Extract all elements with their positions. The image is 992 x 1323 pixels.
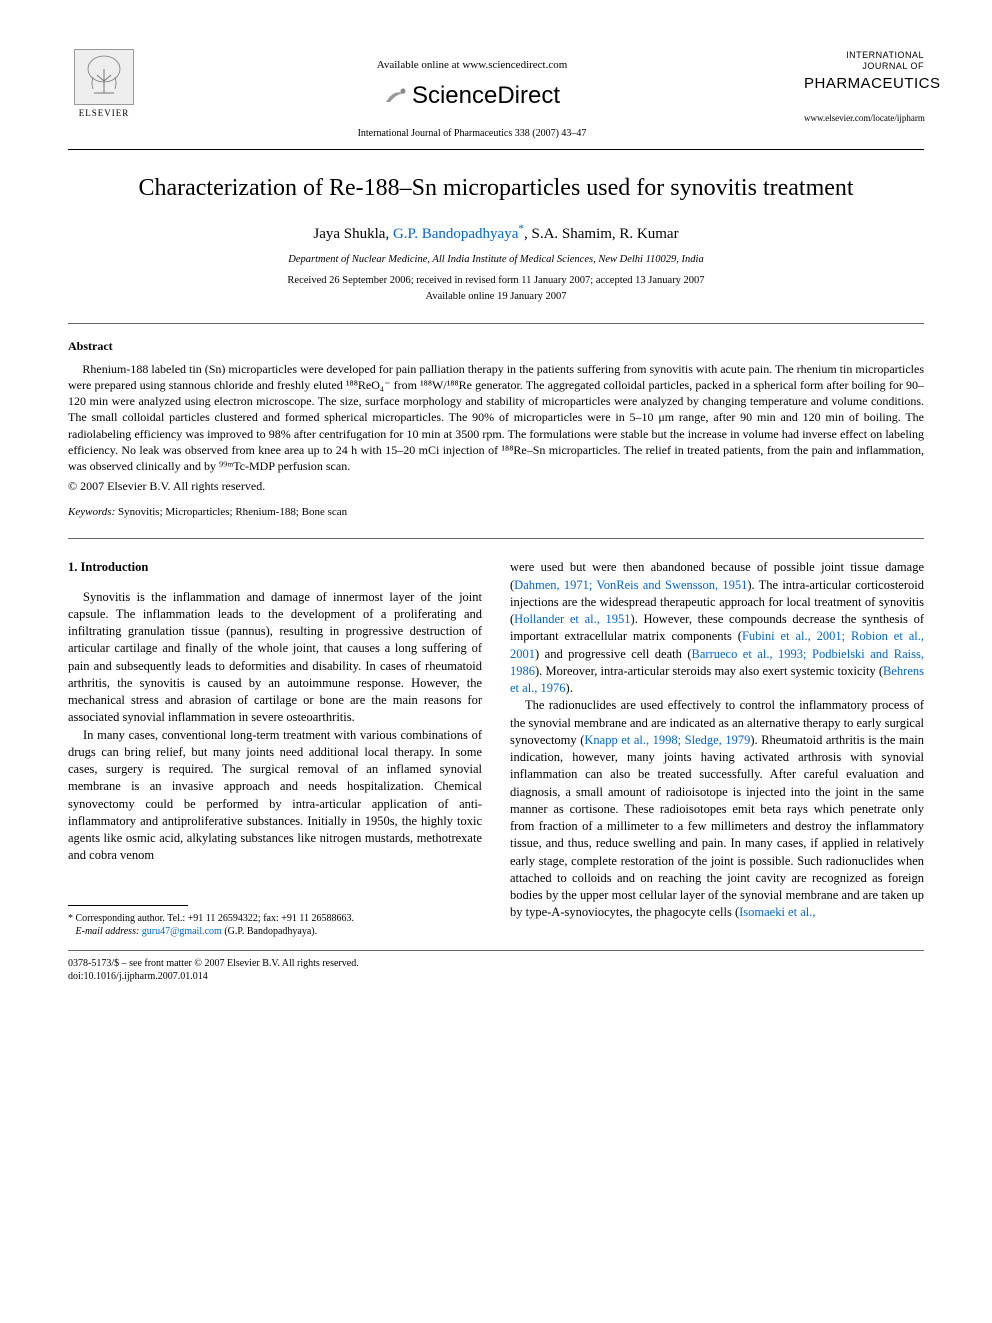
affiliation: Department of Nuclear Medicine, All Indi… <box>68 253 924 268</box>
abstract-top-divider <box>68 323 924 324</box>
sciencedirect-logo: ScienceDirect <box>384 79 560 113</box>
authors-suffix: , S.A. Shamim, R. Kumar <box>524 226 679 242</box>
abstract-heading: Abstract <box>68 338 924 355</box>
citation-link[interactable]: Isomaeki et al., <box>739 905 815 919</box>
section-title: Introduction <box>81 560 149 574</box>
doi-line: doi:10.1016/j.ijpharm.2007.01.014 <box>68 970 924 983</box>
email-link[interactable]: guru47@gmail.com <box>142 926 222 937</box>
footnote-tel-fax: * Corresponding author. Tel.: +91 11 265… <box>68 912 482 925</box>
right-column: were used but were then abandoned becaus… <box>510 559 924 937</box>
left-column: 1. Introduction Synovitis is the inflamm… <box>68 559 482 937</box>
citation-link[interactable]: Dahmen, 1971; VonReis and Swensson, 1951 <box>514 578 747 592</box>
body-paragraph: Synovitis is the inflammation and damage… <box>68 589 482 727</box>
keywords-text: Synovitis; Microparticles; Rhenium-188; … <box>115 506 347 518</box>
abstract-text: Rhenium-188 labeled tin (Sn) micropartic… <box>68 361 924 474</box>
corresponding-author-link[interactable]: G.P. Bandopadhyaya <box>393 226 518 242</box>
footnote-email-line: E-mail address: guru47@gmail.com (G.P. B… <box>68 925 482 938</box>
footnote-rule <box>68 905 188 906</box>
email-attribution: (G.P. Bandopadhyaya). <box>224 926 317 937</box>
bottom-rule <box>68 950 924 951</box>
citation-link[interactable]: Knapp et al., 1998; Sledge, 1979 <box>584 733 750 747</box>
authors-line: Jaya Shukla, G.P. Bandopadhyaya*, S.A. S… <box>68 222 924 245</box>
body-paragraph: In many cases, conventional long-term tr… <box>68 727 482 865</box>
publisher-name: ELSEVIER <box>79 107 130 120</box>
page-container: ELSEVIER Available online at www.science… <box>0 0 992 1023</box>
issn-line: 0378-5173/$ – see front matter © 2007 El… <box>68 957 924 970</box>
body-paragraph: were used but were then abandoned becaus… <box>510 559 924 697</box>
section-heading: 1. Introduction <box>68 559 482 576</box>
journal-name-line1: INTERNATIONAL JOURNAL OF <box>804 50 924 72</box>
received-dates: Received 26 September 2006; received in … <box>68 274 924 289</box>
email-label: E-mail address: <box>76 926 140 937</box>
journal-logo-area: INTERNATIONAL JOURNAL OF PHARMACEUTICS w… <box>804 40 924 124</box>
center-header: Available online at www.sciencedirect.co… <box>140 40 804 141</box>
section-number: 1. <box>68 560 77 574</box>
journal-url: www.elsevier.com/locate/ijpharm <box>804 112 924 125</box>
elsevier-tree-icon <box>74 49 134 105</box>
available-online-date: Available online 19 January 2007 <box>68 290 924 305</box>
bottom-info: 0378-5173/$ – see front matter © 2007 El… <box>68 957 924 983</box>
abstract-copyright: © 2007 Elsevier B.V. All rights reserved… <box>68 478 924 495</box>
header-area: ELSEVIER Available online at www.science… <box>68 40 924 141</box>
journal-name-line2: PHARMACEUTICS <box>804 73 924 94</box>
sciencedirect-text: ScienceDirect <box>412 79 560 113</box>
elsevier-logo: ELSEVIER <box>68 40 140 120</box>
sd-swoosh-icon <box>384 84 408 108</box>
keywords-line: Keywords: Synovitis; Microparticles; Rhe… <box>68 505 924 520</box>
body-paragraph: The radionuclides are used effectively t… <box>510 697 924 921</box>
authors-prefix: Jaya Shukla, <box>313 226 393 242</box>
citation-link[interactable]: Hollander et al., 1951 <box>514 612 630 626</box>
article-title: Characterization of Re-188–Sn microparti… <box>68 172 924 206</box>
corresponding-footnote: * Corresponding author. Tel.: +91 11 265… <box>68 912 482 938</box>
keywords-label: Keywords: <box>68 506 115 518</box>
abstract-bottom-divider <box>68 538 924 539</box>
body-columns: 1. Introduction Synovitis is the inflamm… <box>68 559 924 937</box>
header-divider <box>68 149 924 150</box>
available-online-text: Available online at www.sciencedirect.co… <box>140 58 804 73</box>
journal-citation: International Journal of Pharmaceutics 3… <box>140 127 804 141</box>
